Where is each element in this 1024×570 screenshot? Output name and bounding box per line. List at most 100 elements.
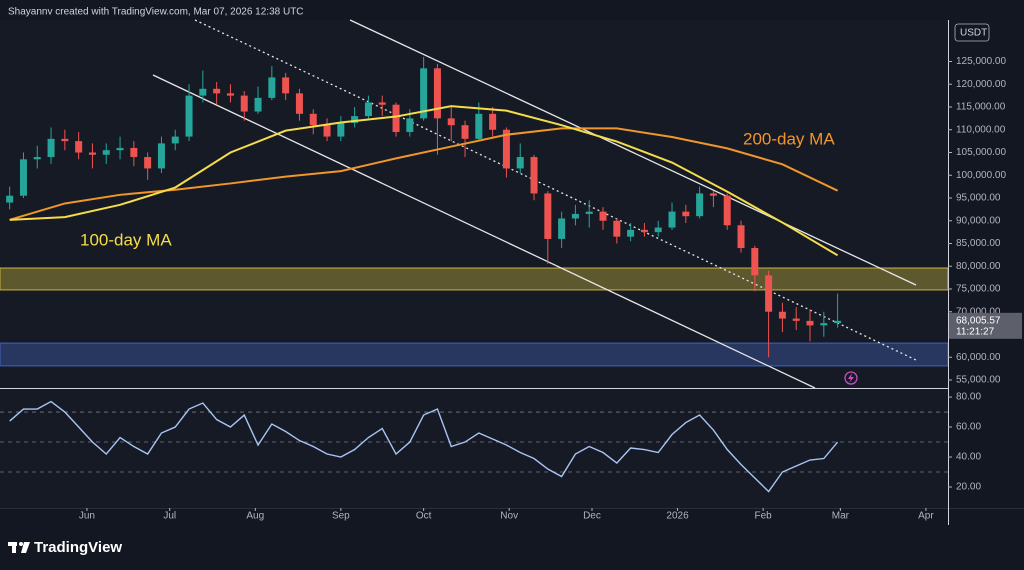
candle-body [571,213,579,219]
y-tick-label: 40.00 [956,452,981,463]
logo-mark [21,542,30,553]
y-tick-label: 85,000.00 [956,238,1001,249]
y-tick-label: 90,000.00 [956,215,1001,226]
series [6,56,842,493]
candle-body [130,147,138,158]
ma-label: 200-day MA [743,129,835,148]
candle-body [461,125,469,139]
header: Shayannv created with TradingView.com, M… [8,7,304,18]
x-tick-label: Sep [332,511,350,522]
brand: TradingView [34,539,122,556]
candle-body [696,193,704,217]
candle-body [737,225,745,249]
candle-body [6,195,14,203]
candle-body [530,157,538,194]
candle-body [682,211,690,217]
logo-mark [12,542,16,553]
candle-body [585,211,593,214]
candle-body [33,157,41,160]
x-tick-label: Mar [832,511,850,522]
axes: 55,000.0060,000.0065,000.0070,000.0075,0… [79,56,1022,522]
candle-body [378,102,386,105]
y-tick-label: 95,000.00 [956,193,1001,204]
x-tick-label: Jul [163,511,176,522]
candle-body [516,157,524,169]
candle-body [19,159,27,196]
ma-label: 100-day MA [80,230,172,249]
y-tick-label: 100,000.00 [956,170,1006,181]
zone [0,267,949,291]
y-tick-label: 115,000.00 [956,102,1006,113]
currency-box [954,23,990,42]
y-tick-label: 60.00 [956,422,981,433]
candle-body [723,195,731,226]
candle-body [88,152,96,155]
plot-background [0,20,948,508]
candle-body [268,77,276,98]
candle-body [475,113,483,139]
y-tick-label: 55,000.00 [956,375,1001,386]
x-tick-label: Oct [416,511,432,522]
candle-body [406,118,414,133]
logo-mark [19,542,23,546]
candle-body [337,122,345,137]
x-tick-label: Jun [79,511,95,522]
candle-body [599,211,607,221]
candle-body [240,95,248,112]
candle-body [765,275,773,312]
candle-body [75,141,83,153]
channel-lower [152,74,816,389]
candle-body [185,95,193,137]
candle-body [351,116,359,123]
candle-body [157,143,165,169]
trendlines [152,19,917,389]
candle-body [47,138,55,158]
x-tick-label: 2026 [666,511,689,522]
candle-body [751,248,759,276]
y-tick-label: 70,000.00 [956,306,1001,317]
countdown: 11:21:27 [956,326,995,337]
candle-body [420,68,428,119]
logo: TradingView [8,539,122,556]
y-tick-label: 125,000.00 [956,56,1006,67]
candle-body [834,320,842,324]
candle-body [144,157,152,169]
candle-body [213,88,221,94]
rsi-line [9,400,839,493]
moving-average [9,105,839,257]
event-icon [844,371,858,385]
candle-body [640,229,648,233]
candle-body [447,118,455,126]
x-tick-label: Dec [583,511,601,522]
candle-body [282,77,290,94]
event-icon-bolt [848,373,854,383]
y-tick-label: 20.00 [956,482,981,493]
currency: USDT [960,28,987,39]
candle-body [116,147,124,151]
candle-body [295,93,303,114]
candle-body [226,93,234,96]
candle-body [806,320,814,326]
candle-body [171,136,179,144]
candle-body [544,193,552,239]
y-tick-label: 80.00 [956,392,981,403]
candle-body [792,318,800,321]
candle-body [778,311,786,319]
y-tick-label: 80,000.00 [956,261,1001,272]
zones [0,267,949,473]
x-tick-label: Feb [754,511,772,522]
candle-body [364,102,372,117]
channel-upper [349,19,917,286]
candle-body [309,113,317,126]
candle-body [668,211,676,228]
last-price: 68,005.57 [956,315,1001,326]
candle-body [627,229,635,237]
candle-body [433,68,441,119]
x-tick-label: Apr [918,511,934,522]
x-tick-label: Nov [500,511,518,522]
last-price-tag [949,312,1022,339]
candle-body [502,129,510,169]
candle-body [102,150,110,155]
candle-body [558,218,566,239]
